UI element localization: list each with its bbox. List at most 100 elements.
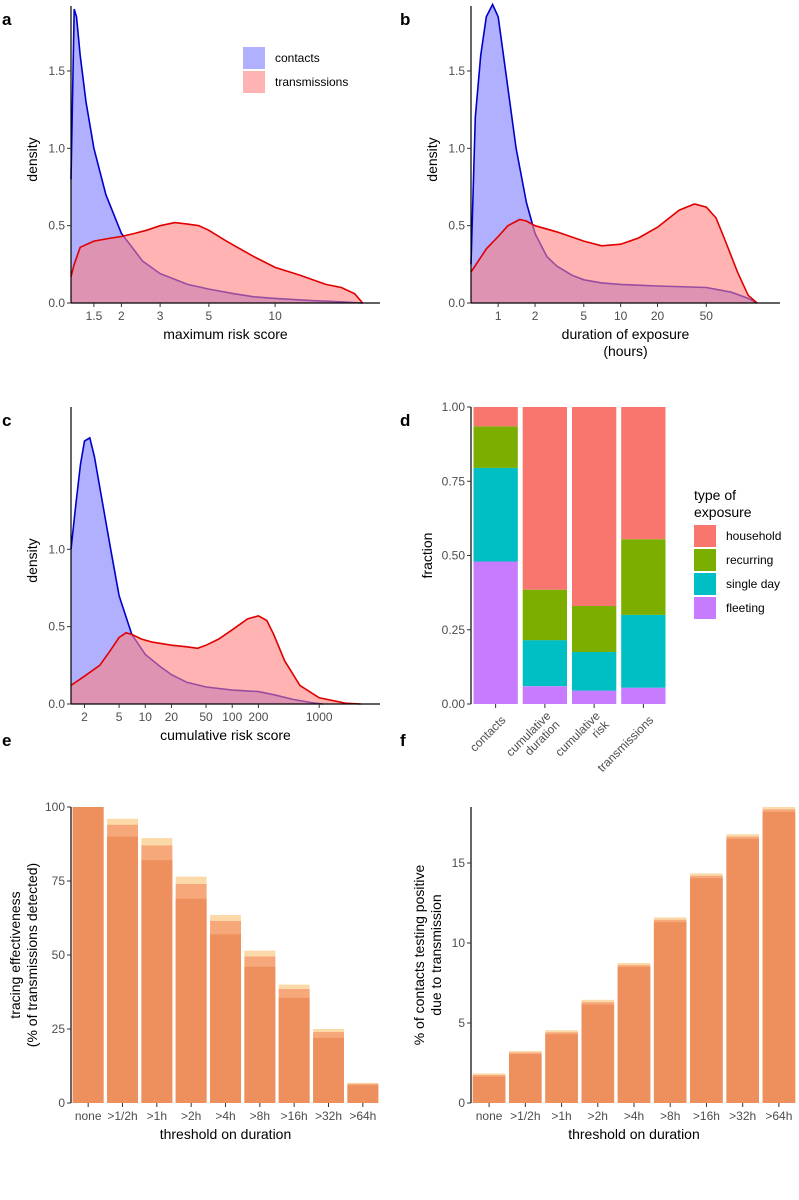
y-tick-label: 0.0 <box>448 296 465 310</box>
y-tick-label: 0.0 <box>48 296 65 310</box>
y-tick-label: 1.00 <box>442 400 466 414</box>
x-tick-label: >64h <box>349 1109 376 1123</box>
x-tick-label: >32h <box>729 1109 756 1123</box>
legend-label-transmissions: transmissions <box>275 75 348 89</box>
x-tick-label: >64h <box>765 1109 792 1123</box>
y-tick-label: 50 <box>52 948 66 962</box>
x-tick-label: >4h <box>624 1109 644 1123</box>
x-tick-label: contacts <box>467 713 509 755</box>
x-tick-label: >8h <box>660 1109 680 1123</box>
legend-swatch-transmissions <box>243 71 265 93</box>
bar-main <box>313 1037 344 1103</box>
x-tick-label: >8h <box>250 1109 270 1123</box>
x-axis-title: threshold on duration <box>160 1126 292 1142</box>
y-axis-title: tracing effectiveness <box>7 891 23 1018</box>
x-tick-label: none <box>75 1109 102 1123</box>
y-tick-label: 0.5 <box>48 219 65 233</box>
panel-a: a 0.0 0.5 1.0 1.5 1.5 2 3 5 10 maximum risk score d… <box>2 6 380 342</box>
x-tick-label: >1/2h <box>107 1109 137 1123</box>
y-tick-label: 0.75 <box>442 474 466 488</box>
legend-label-single-day: single day <box>726 577 780 591</box>
bar-main <box>762 811 796 1103</box>
x-tick-label: 5 <box>116 710 123 724</box>
y-tick-label: 1.0 <box>448 141 465 155</box>
panel-label: a <box>2 10 12 29</box>
transmissions-density-area <box>71 222 363 303</box>
x-tick-label: 2 <box>532 309 539 323</box>
x-axis-title-line2: (hours) <box>603 343 647 359</box>
y-axis-title: density <box>24 538 40 582</box>
panel-label: e <box>2 731 11 750</box>
bar-main <box>690 878 723 1103</box>
x-tick-label: >4h <box>215 1109 235 1123</box>
y-tick-label: 1.5 <box>448 64 465 78</box>
bar-main <box>472 1076 506 1103</box>
legend-title: type of <box>694 487 736 503</box>
x-tick-label: 50 <box>700 309 714 323</box>
x-tick-label: 1 <box>495 309 502 323</box>
y-axis-title: fraction <box>419 533 435 579</box>
bar-main <box>175 898 207 1103</box>
y-tick-label: 75 <box>52 874 66 888</box>
bar-main <box>278 997 310 1103</box>
x-axis-title: cumulative risk score <box>160 727 291 743</box>
x-tick-label: >1/2h <box>510 1109 540 1123</box>
y-tick-label: 0.00 <box>442 697 466 711</box>
legend-swatch-single-day <box>694 573 716 595</box>
bar-segment-fleeting <box>522 686 567 704</box>
bar-main <box>545 1034 578 1103</box>
bar-main <box>107 836 138 1103</box>
x-tick-label: 5 <box>206 309 213 323</box>
y-tick-label: 0.50 <box>442 549 466 563</box>
y-tick-label: 1.5 <box>48 64 65 78</box>
legend-swatch-fleeting <box>694 597 716 619</box>
y-tick-label: 10 <box>452 936 466 950</box>
panel-c: c 0.0 0.5 1.0 2 5 10 20 50 100 200 1000 cumulative r… <box>2 407 380 743</box>
y-tick-label: 5 <box>458 1016 465 1030</box>
x-tick-label: >1h <box>147 1109 167 1123</box>
x-axis-title: duration of exposure <box>562 326 690 342</box>
bar-segment-single-day <box>621 614 666 688</box>
y-tick-label: 0.0 <box>48 697 65 711</box>
x-tick-label: 2 <box>118 309 125 323</box>
x-tick-label: >16h <box>281 1109 308 1123</box>
x-tick-label: 10 <box>614 309 628 323</box>
bar-segment-fleeting <box>473 561 518 704</box>
x-tick-label: cumulativeduration <box>503 709 563 769</box>
bar-main <box>653 922 687 1103</box>
transmissions-density-area <box>71 615 361 704</box>
bar-main <box>509 1054 542 1103</box>
y-axis-title-line2: (% of transmissions detected) <box>24 863 40 1047</box>
bar-segment-single-day <box>473 467 518 562</box>
bar-segment-household <box>621 407 666 540</box>
y-tick-label: 100 <box>45 800 65 814</box>
y-axis-title: density <box>24 137 40 181</box>
panel-f: f none >1/2h >1h >2h >4h >8h >16h >32h >64h 0 5 10 15… <box>400 731 796 1142</box>
transmissions-density-area <box>471 204 758 303</box>
panel-e: e none >1/2h >1h >2h >4h >8h >16h >32h >64h 0 25 50 7… <box>2 731 379 1142</box>
y-axis-title: % of contacts testing positive <box>411 865 427 1046</box>
panel-label: c <box>2 411 11 430</box>
legend-swatch-contacts <box>243 47 265 69</box>
legend-label-recurring: recurring <box>726 553 773 567</box>
y-tick-label: 1.0 <box>48 141 65 155</box>
x-tick-label: >32h <box>315 1109 342 1123</box>
transmissions-density-line <box>70 221 364 304</box>
x-tick-label: 20 <box>651 309 665 323</box>
legend-swatch-recurring <box>694 549 716 571</box>
x-axis-title: threshold on duration <box>568 1126 700 1142</box>
y-tick-label: 0.5 <box>448 219 465 233</box>
x-tick-label: 10 <box>268 309 282 323</box>
bar-segment-recurring <box>572 606 617 652</box>
transmissions-density-line <box>470 203 758 304</box>
y-tick-label: 25 <box>52 1022 66 1036</box>
bar-main <box>244 966 276 1103</box>
bar-segment-fleeting <box>572 690 617 704</box>
legend-label-household: household <box>726 529 781 543</box>
bar-segment-recurring <box>522 589 567 641</box>
y-axis-title-line2: due to transmission <box>428 894 444 1015</box>
bar-segment-single-day <box>522 640 567 687</box>
panel-b: b 0.0 0.5 1.0 1.5 1 2 5 10 20 50 duration of exposu… <box>400 2 780 359</box>
bar-main <box>617 967 651 1103</box>
